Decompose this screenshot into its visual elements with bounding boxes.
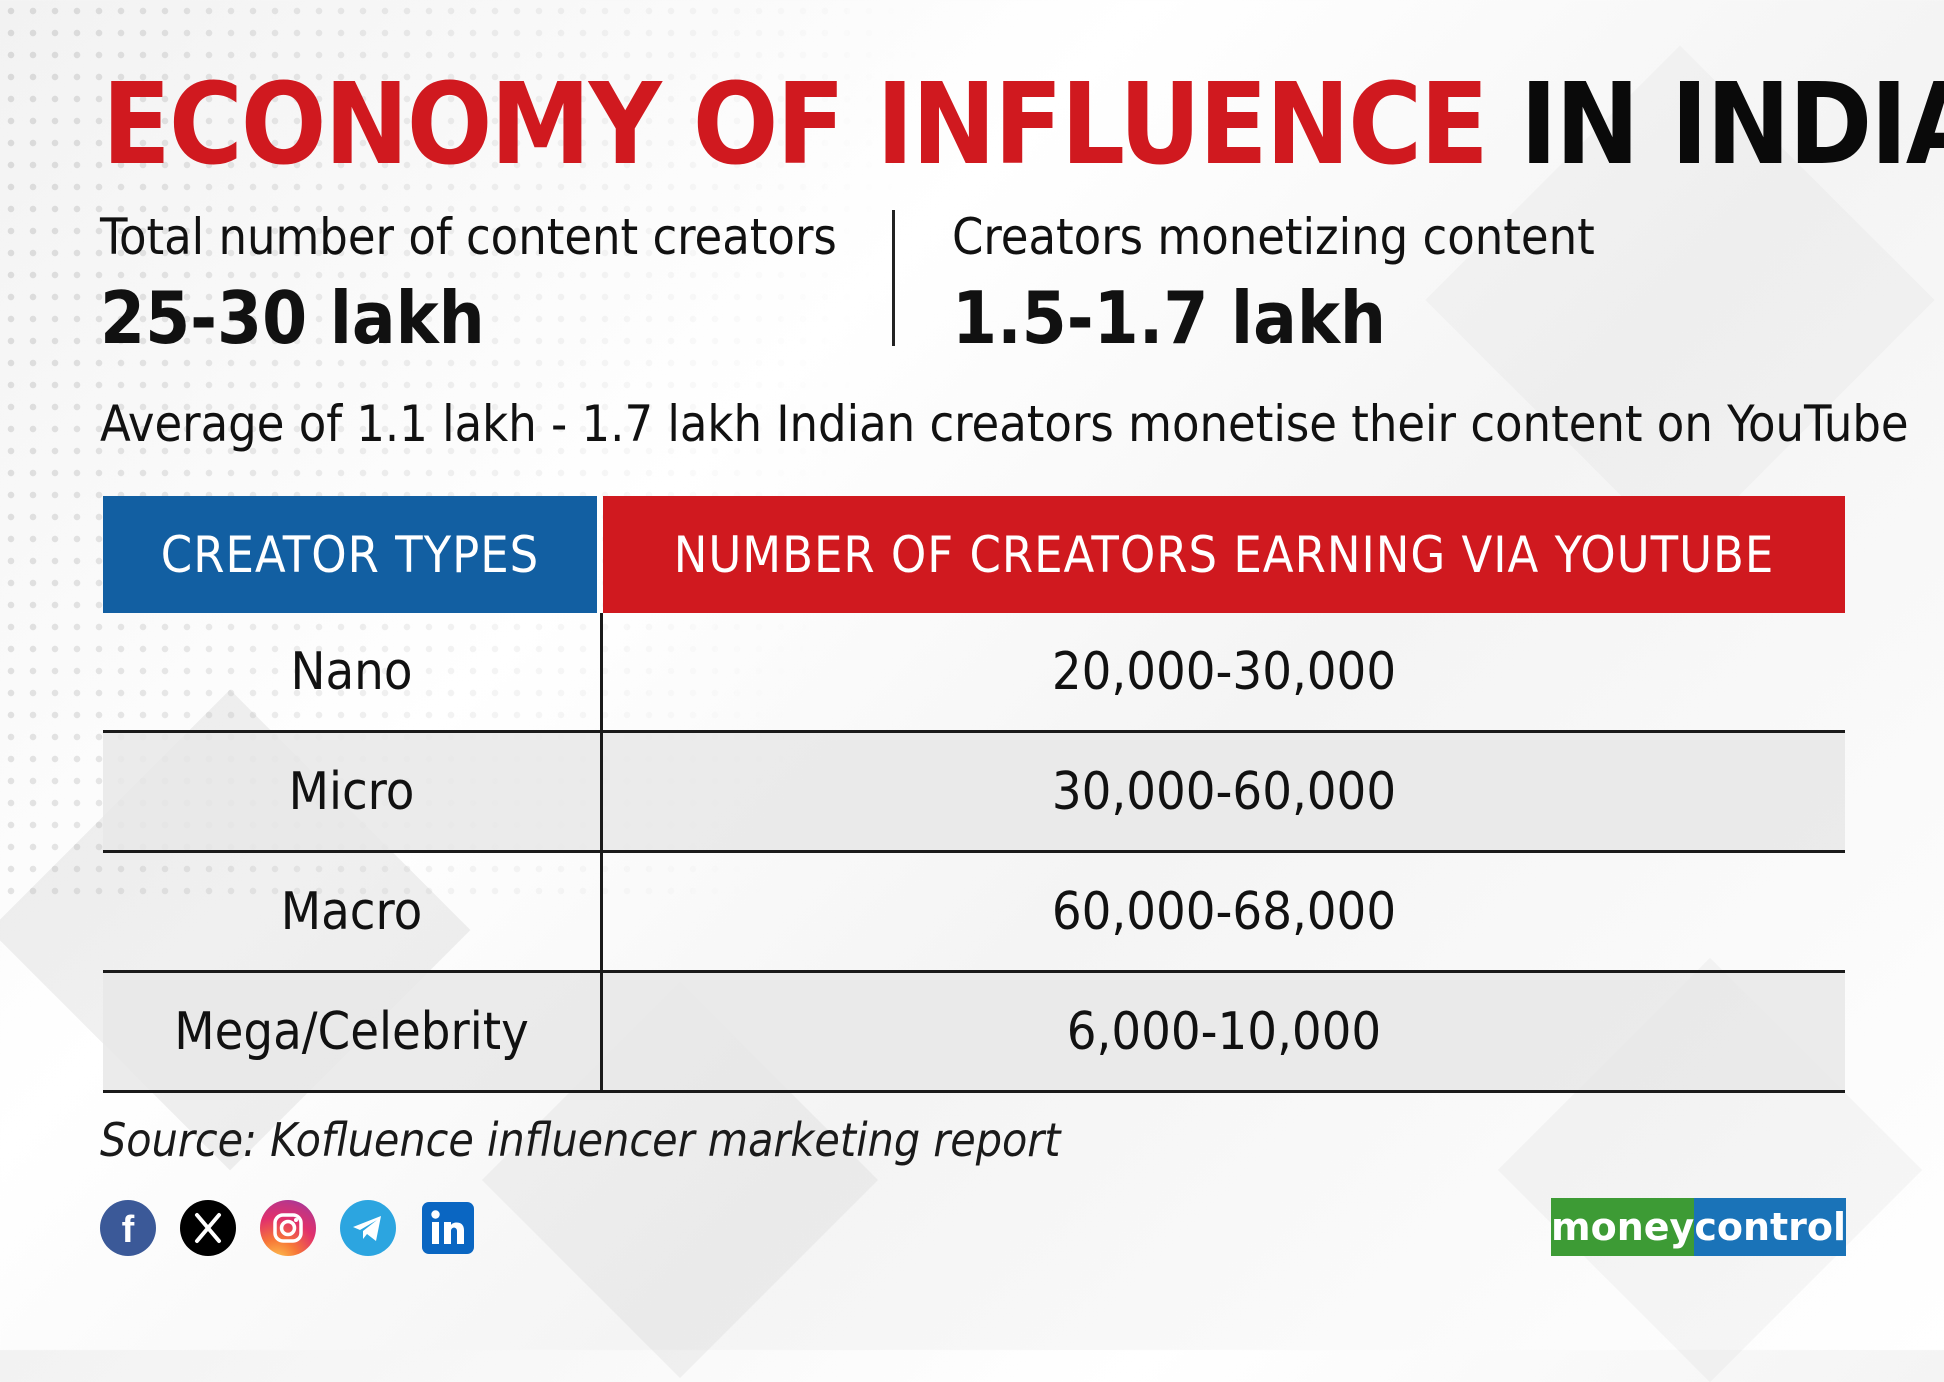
stat-value: 25-30 lakh [100, 276, 485, 360]
table-row: Micro 30,000-60,000 [103, 733, 1845, 853]
average-note: Average of 1.1 lakh - 1.7 lakh Indian cr… [100, 395, 1909, 453]
stat-label: Total number of content creators [100, 208, 837, 266]
page-title: ECONOMY OF INFLUENCE IN INDIA [102, 60, 1944, 190]
header-creator-types: CREATOR TYPES [103, 496, 597, 613]
cell-creator-type: Micro [103, 733, 603, 850]
table-row: Macro 60,000-68,000 [103, 853, 1845, 973]
table-row: Nano 20,000-30,000 [103, 613, 1845, 733]
cell-creator-type: Nano [103, 613, 603, 730]
svg-text:f: f [122, 1209, 135, 1251]
stat-label: Creators monetizing content [952, 208, 1595, 266]
title-highlight: ECONOMY OF INFLUENCE [102, 60, 1489, 190]
creator-table: CREATOR TYPES NUMBER OF CREATORS EARNING… [103, 496, 1845, 1093]
cell-creator-type: Mega/Celebrity [103, 973, 603, 1090]
title-rest: IN INDIA [1519, 60, 1944, 190]
cell-creator-count: 6,000-10,000 [1066, 1001, 1382, 1062]
cell-creator-count: 60,000-68,000 [1051, 881, 1397, 942]
stat-divider [892, 210, 895, 346]
table-row: Mega/Celebrity 6,000-10,000 [103, 973, 1845, 1093]
cell-creator-count: 20,000-30,000 [1051, 641, 1397, 702]
logo-money: money [1551, 1198, 1695, 1256]
stat-monetizing-creators: Creators monetizing content 1.5-1.7 lakh [952, 205, 1595, 363]
telegram-icon[interactable] [340, 1200, 396, 1256]
logo-control: control [1694, 1198, 1847, 1256]
table-header: CREATOR TYPES NUMBER OF CREATORS EARNING… [103, 496, 1845, 613]
linkedin-icon[interactable] [420, 1200, 476, 1256]
stat-value: 1.5-1.7 lakh [952, 276, 1387, 360]
moneycontrol-logo: money control [1551, 1198, 1847, 1256]
facebook-icon[interactable]: f [100, 1200, 156, 1256]
stat-total-creators: Total number of content creators 25-30 l… [100, 205, 837, 363]
source-note: Source: Kofluence influencer marketing r… [100, 1113, 1061, 1167]
cell-creator-type: Macro [103, 853, 603, 970]
x-icon[interactable] [180, 1200, 236, 1256]
header-creator-count: NUMBER OF CREATORS EARNING VIA YOUTUBE [603, 496, 1845, 613]
cell-creator-count: 30,000-60,000 [1051, 761, 1397, 822]
instagram-icon[interactable] [260, 1200, 316, 1256]
social-links: f [100, 1200, 476, 1256]
